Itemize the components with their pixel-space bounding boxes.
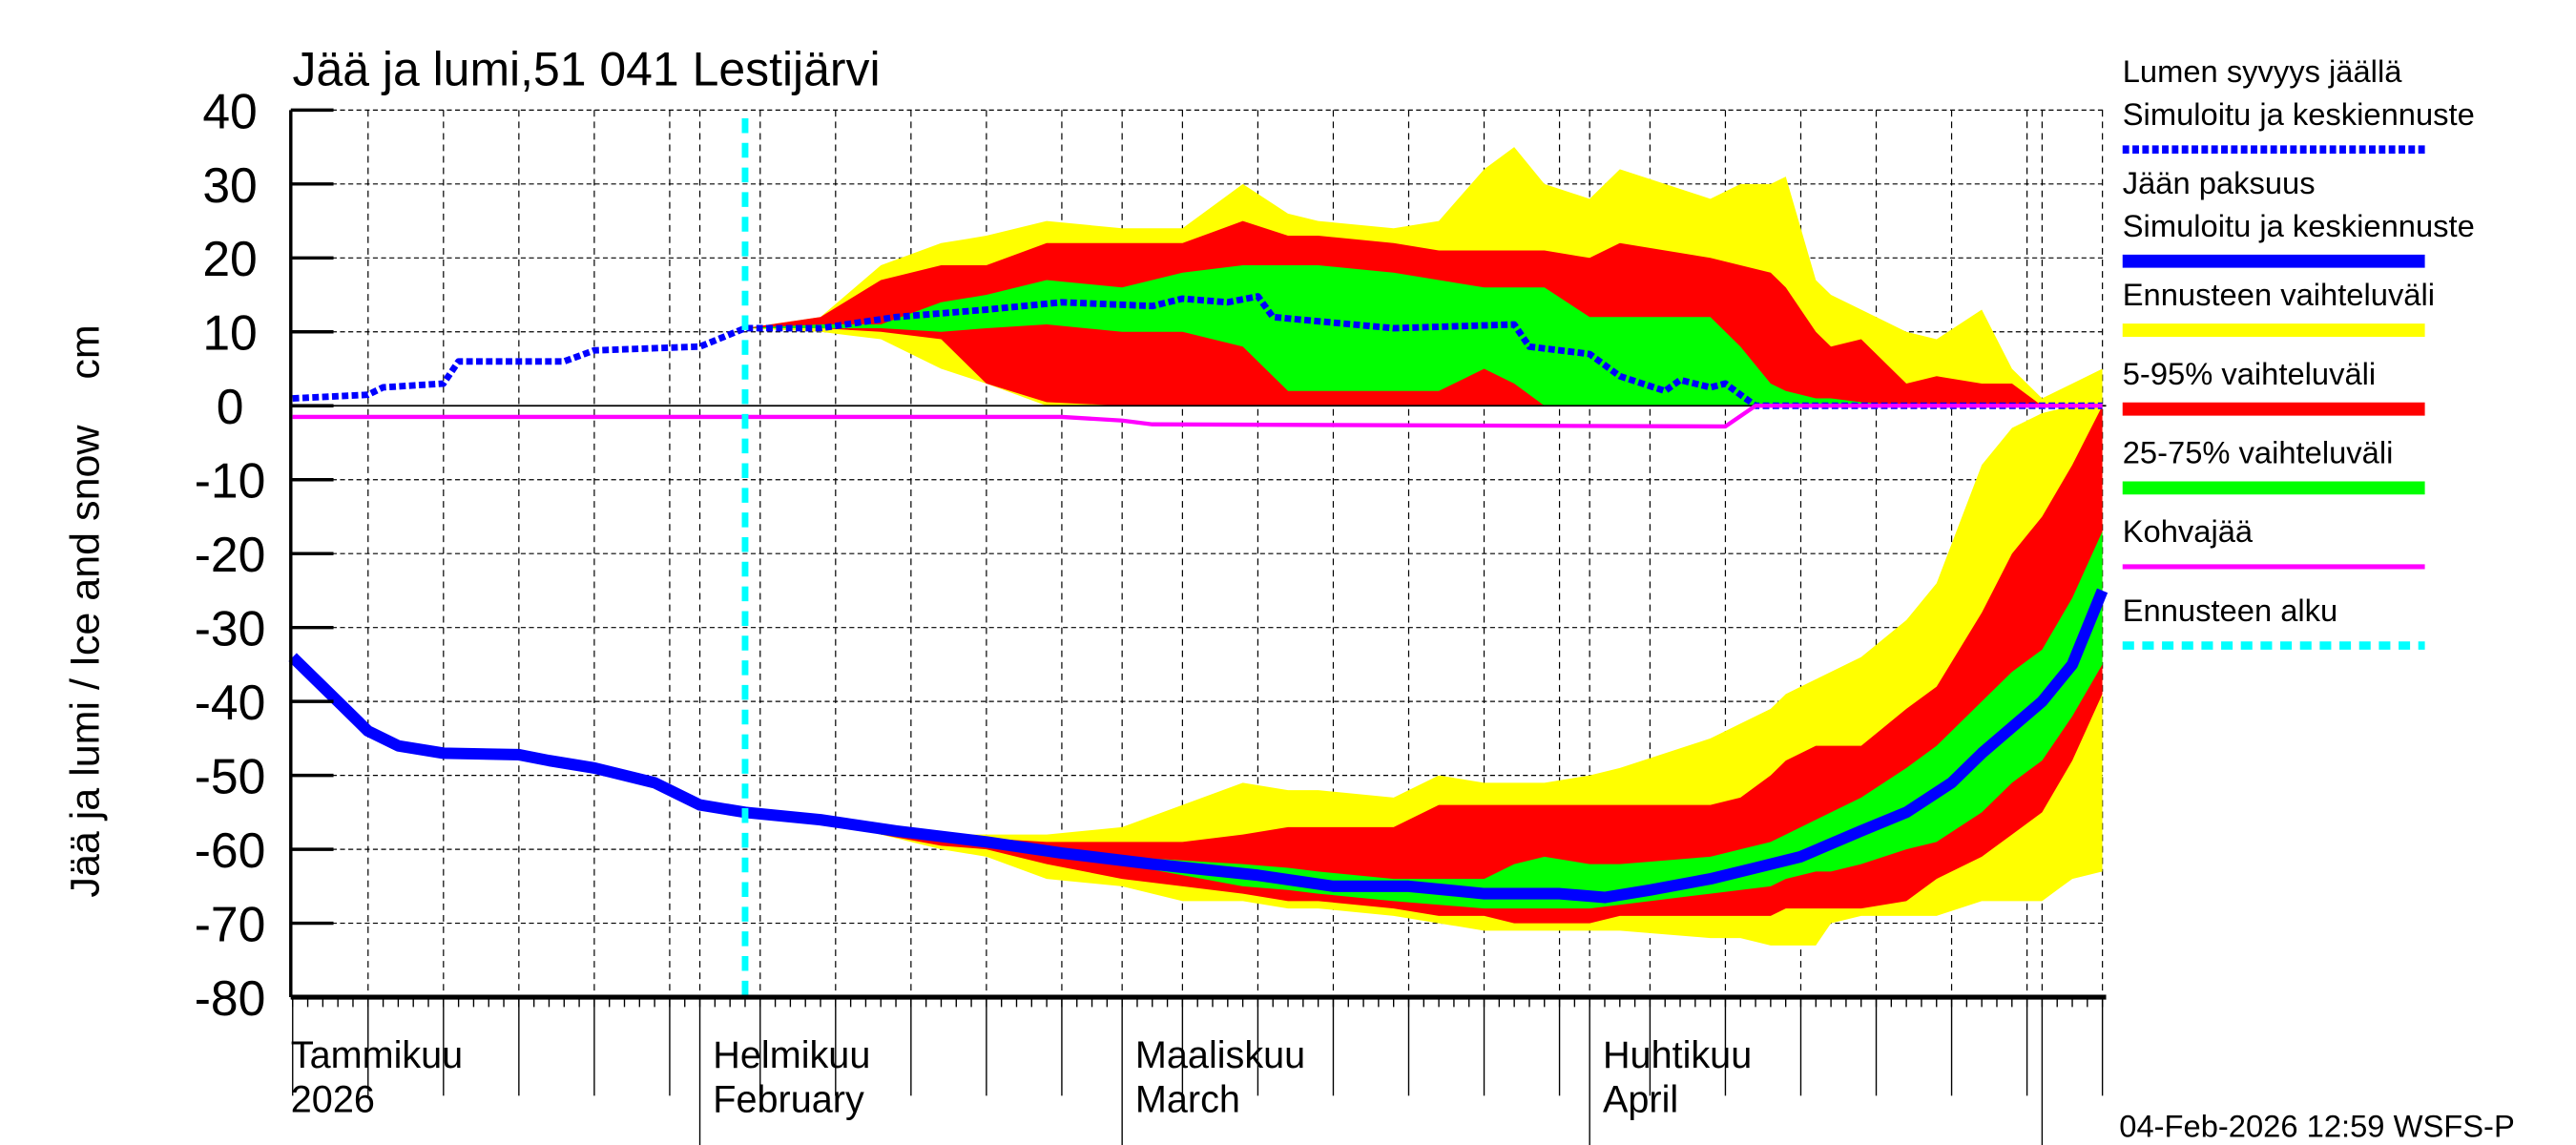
legend-sublabel: Simuloitu ja keskiennuste bbox=[2123, 208, 2475, 243]
y-tick-label: -80 bbox=[195, 970, 266, 1026]
y-tick-label: 20 bbox=[202, 231, 257, 286]
y-tick-label: 10 bbox=[202, 305, 257, 361]
month-label-fi: Huhtikuu bbox=[1603, 1034, 1752, 1076]
ice-thickness-line bbox=[288, 588, 2109, 904]
month-label-en: April bbox=[1603, 1079, 1678, 1121]
month-label-fi: Maaliskuu bbox=[1135, 1034, 1305, 1076]
y-tick-label: -10 bbox=[195, 453, 266, 509]
band-ice-p5_95 bbox=[744, 406, 2103, 924]
month-label-en: February bbox=[713, 1079, 864, 1121]
y-tick-label: -20 bbox=[195, 527, 266, 582]
y-tick-label: -50 bbox=[195, 749, 266, 804]
y-tick-label: 0 bbox=[217, 379, 244, 434]
month-label-fi: Tammikuu bbox=[291, 1034, 463, 1076]
slush-ice-line bbox=[292, 404, 2103, 429]
month-label-en: 2026 bbox=[291, 1079, 375, 1121]
legend-label: 5-95% vaihteluväli bbox=[2123, 356, 2376, 391]
month-label-en: March bbox=[1135, 1079, 1240, 1121]
chart-title: Jää ja lumi,51 041 Lestijärvi bbox=[293, 43, 881, 96]
legend-label: 25-75% vaihteluväli bbox=[2123, 435, 2394, 470]
y-tick-label: -60 bbox=[195, 822, 266, 878]
y-axis-label: Jää ja lumi / Ice and snow cm bbox=[62, 324, 108, 897]
legend-label: Ennusteen alku bbox=[2123, 593, 2337, 628]
y-tick-label: -70 bbox=[195, 897, 266, 952]
y-tick-label: -40 bbox=[195, 675, 266, 730]
y-tick-label: 40 bbox=[202, 83, 257, 138]
y-tick-label: 30 bbox=[202, 157, 257, 213]
legend-label: Ennusteen vaihteluväli bbox=[2123, 277, 2435, 312]
legend-label: Lumen syvyys jäällä bbox=[2123, 53, 2402, 89]
footer-timestamp: 04-Feb-2026 12:59 WSFS-P bbox=[2119, 1108, 2514, 1143]
legend-sublabel: Simuloitu ja keskiennuste bbox=[2123, 96, 2475, 132]
legend-label: Kohvajää bbox=[2123, 513, 2254, 549]
y-tick-label: -30 bbox=[195, 601, 266, 656]
legend-label: Jään paksuus bbox=[2123, 165, 2316, 200]
snow-depth-line bbox=[292, 293, 2103, 409]
month-label-fi: Helmikuu bbox=[713, 1034, 870, 1076]
